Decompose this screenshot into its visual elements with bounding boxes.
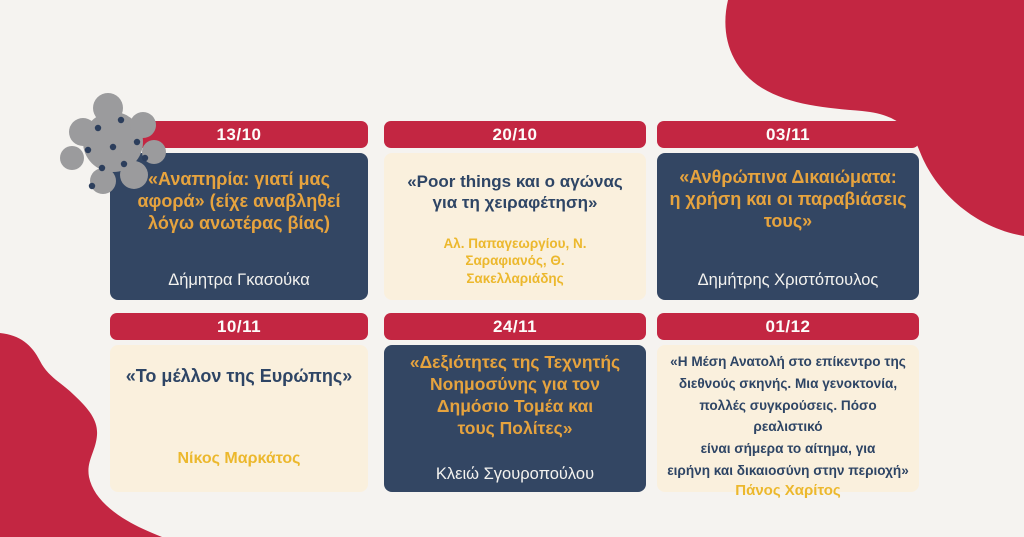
event-title: «Αναπηρία: γιατί μας αφορά» (είχε αναβλη…: [137, 169, 341, 233]
event-date-badge: 24/11: [384, 313, 646, 340]
event-date-badge: 20/10: [384, 121, 646, 148]
event-date: 10/11: [216, 316, 262, 336]
event-title: «Ανθρώπινα Δικαιώματα: η χρήση και οι πα…: [669, 167, 907, 231]
paint-splatter-icon: [60, 93, 166, 194]
event-date-badge: 10/11: [110, 313, 368, 340]
event-card-03-11: 03/11 «Ανθρώπινα Δικαιώματα: η χρήση και…: [657, 121, 919, 300]
event-title: «Δεξιότητες της Τεχνητής Νοημοσύνης για …: [409, 352, 621, 439]
event-card-01-12: 01/12 «Η Μέση Ανατολή στο επίκεντρο της …: [657, 313, 919, 499]
event-date-badge: 03/11: [657, 121, 919, 148]
event-title: «Το μέλλον της Ευρώπης»: [125, 366, 353, 386]
event-date: 13/10: [216, 124, 262, 144]
event-card-24-11: 24/11 «Δεξιότητες της Τεχνητής Νοημοσύνη…: [384, 313, 646, 492]
event-speaker: Δημήτρης Χριστόπουλος: [697, 271, 879, 289]
event-card-body: «Το μέλλον της Ευρώπης» Νίκος Μαρκάτος: [110, 345, 368, 492]
event-card-10-11: 10/11 «Το μέλλον της Ευρώπης» Νίκος Μαρκ…: [110, 313, 368, 492]
event-title: «Η Μέση Ανατολή στο επίκεντρο της διεθνο…: [667, 354, 909, 478]
event-card-body: «Αναπηρία: γιατί μας αφορά» (είχε αναβλη…: [110, 153, 368, 300]
event-card-body: «Poor things και ο αγώνας για τη χειραφέ…: [384, 153, 646, 300]
event-title: «Poor things και ο αγώνας για τη χειραφέ…: [407, 172, 623, 213]
event-card-body: «Ανθρώπινα Δικαιώματα: η χρήση και οι πα…: [657, 153, 919, 300]
event-card-20-10: 20/10 «Poor things και ο αγώνας για τη χ…: [384, 121, 646, 300]
event-date: 03/11: [765, 124, 811, 144]
event-card-body: «Η Μέση Ανατολή στο επίκεντρο της διεθνο…: [657, 345, 919, 499]
event-speaker: Αλ. Παπαγεωργίου, Ν. Σαραφιανός, Θ. Σακε…: [443, 235, 587, 287]
event-date: 01/12: [765, 316, 811, 336]
event-date: 20/10: [492, 124, 538, 144]
event-speaker: Κλειώ Σγουροπούλου: [435, 465, 595, 483]
event-speaker: Δήμητρα Γκασούκα: [168, 271, 310, 289]
event-date-badge: 01/12: [657, 313, 919, 340]
event-speaker: Νίκος Μαρκάτος: [177, 450, 301, 467]
event-card-body: «Δεξιότητες της Τεχνητής Νοημοσύνης για …: [384, 345, 646, 492]
event-card-13-10: 13/10 «Αναπηρία: γιατί μας αφορά» (είχε …: [110, 121, 368, 300]
event-speaker: Πάνος Χαρίτος: [735, 481, 841, 499]
red-blob-bottom-left: [0, 333, 162, 537]
event-date: 24/11: [492, 316, 538, 336]
red-blob-top-right: [725, 0, 1024, 236]
